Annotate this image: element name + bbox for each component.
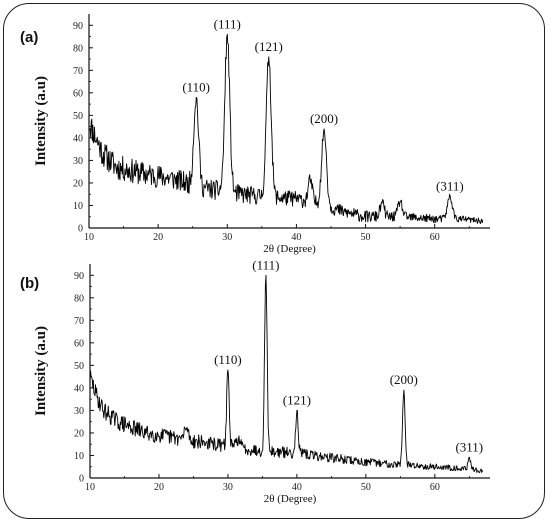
peak-label: (110) bbox=[214, 352, 242, 367]
y-tick-label: 10 bbox=[74, 451, 84, 462]
x-axis-title: 2θ (Degree) bbox=[263, 243, 316, 255]
y-axis-title: Intensity (a.u) bbox=[33, 326, 49, 416]
peak-label: (121) bbox=[255, 39, 283, 54]
y-tick-label: 80 bbox=[73, 43, 83, 54]
peak-label: (311) bbox=[436, 178, 464, 193]
x-tick-label: 40 bbox=[292, 482, 302, 493]
peak-label: (110) bbox=[182, 79, 210, 94]
y-tick-label: 80 bbox=[74, 293, 84, 304]
x-tick-label: 50 bbox=[361, 232, 371, 243]
xrd-pattern-line bbox=[88, 33, 484, 224]
x-tick-label: 20 bbox=[154, 482, 164, 493]
x-axis-title: 2θ (Degree) bbox=[264, 493, 317, 505]
y-tick-label: 10 bbox=[73, 201, 83, 212]
y-tick-label: 90 bbox=[73, 21, 83, 32]
peak-label: (111) bbox=[252, 257, 279, 272]
panel-label: (b) bbox=[20, 275, 39, 292]
y-axis-title: Intensity (a.u) bbox=[33, 76, 49, 166]
y-tick-label: 70 bbox=[74, 316, 84, 327]
y-tick-label: 60 bbox=[74, 338, 84, 349]
peak-label: (121) bbox=[283, 392, 311, 407]
x-tick-label: 10 bbox=[85, 482, 95, 493]
xrd-pattern-line bbox=[89, 274, 484, 474]
x-tick-label: 50 bbox=[361, 482, 371, 493]
y-tick-label: 0 bbox=[78, 224, 83, 235]
x-tick-label: 40 bbox=[291, 232, 301, 243]
y-tick-label: 40 bbox=[73, 133, 83, 144]
y-tick-label: 0 bbox=[79, 474, 84, 485]
x-tick-label: 10 bbox=[84, 232, 94, 243]
y-tick-label: 90 bbox=[74, 271, 84, 282]
x-tick-label: 30 bbox=[223, 482, 233, 493]
y-tick-label: 30 bbox=[74, 406, 84, 417]
y-tick-label: 20 bbox=[74, 428, 84, 439]
y-tick-label: 60 bbox=[73, 88, 83, 99]
x-tick-label: 60 bbox=[430, 482, 440, 493]
peak-label: (311) bbox=[455, 440, 483, 455]
y-tick-label: 30 bbox=[73, 156, 83, 167]
y-tick-label: 40 bbox=[74, 383, 84, 394]
x-tick-label: 60 bbox=[430, 232, 440, 243]
panel-label: (a) bbox=[20, 29, 38, 46]
peak-label: (200) bbox=[390, 372, 418, 387]
peak-label: (200) bbox=[310, 111, 338, 126]
y-tick-label: 50 bbox=[74, 361, 84, 372]
y-tick-label: 20 bbox=[73, 178, 83, 189]
y-tick-label: 70 bbox=[73, 66, 83, 77]
x-tick-label: 30 bbox=[222, 232, 232, 243]
x-tick-label: 20 bbox=[153, 232, 163, 243]
peak-label: (111) bbox=[214, 16, 241, 31]
y-tick-label: 50 bbox=[73, 111, 83, 122]
